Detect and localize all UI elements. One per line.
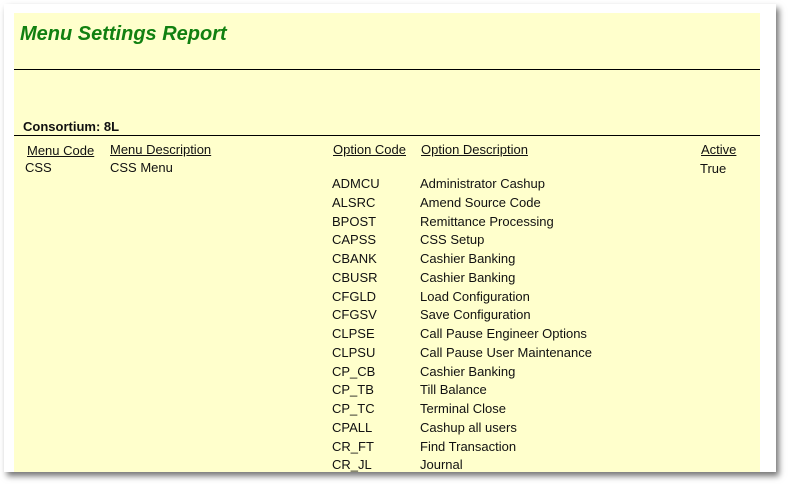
menu-code: CSS	[25, 160, 52, 175]
option-code: CBUSR	[332, 269, 378, 285]
option-description: Terminal Close	[420, 401, 506, 416]
header-menu-code: Menu Code	[27, 143, 95, 158]
option-code: ADMCU	[332, 176, 380, 191]
divider	[14, 135, 760, 136]
option-code: CR_FT	[332, 438, 374, 454]
consortium-label: Consortium: 8L	[23, 119, 120, 134]
header-active: Active	[701, 142, 737, 157]
option-code: CPALL	[332, 419, 373, 435]
option-code: CP_TB	[332, 382, 374, 398]
option-description: Administrator Cashup	[420, 176, 545, 191]
option-description: Save Configuration	[420, 307, 531, 323]
option-code: CFGLD	[332, 288, 377, 304]
option-code: BPOST	[332, 213, 377, 229]
option-code: CAPSS	[332, 232, 377, 248]
option-description: Call Pause Engineer Options	[420, 326, 587, 341]
option-code: CR_JL	[332, 457, 372, 472]
option-code: CLPSE	[332, 326, 375, 341]
divider	[14, 69, 760, 70]
header-option-code: Option Code	[333, 142, 406, 157]
option-description: Remittance Processing	[420, 213, 554, 229]
report-page: Menu Settings Report Consortium: 8L Menu…	[14, 13, 760, 472]
header-menu-description: Menu Description	[110, 142, 212, 157]
option-description: Call Pause User Maintenance	[420, 344, 592, 360]
option-description: Find Transaction	[420, 438, 517, 454]
option-code: CP_TC	[332, 401, 375, 416]
report-window: Menu Settings Report Consortium: 8L Menu…	[4, 4, 776, 472]
page-title: Menu Settings Report	[20, 23, 227, 45]
option-description: Till Balance	[420, 382, 487, 398]
option-code: CFGSV	[332, 307, 377, 323]
option-description: Cashier Banking	[420, 251, 516, 266]
option-code: ALSRC	[332, 194, 376, 210]
option-code: CP_CB	[332, 363, 376, 379]
option-description: Journal	[420, 457, 463, 472]
option-description: CSS Setup	[420, 232, 485, 248]
menu-description: CSS Menu	[110, 160, 173, 175]
menu-active: True	[700, 161, 727, 176]
option-code: CLPSU	[332, 344, 376, 360]
option-description: Cashier Banking	[420, 363, 516, 379]
header-option-description: Option Description	[421, 142, 528, 157]
option-description: Load Configuration	[420, 288, 530, 304]
option-description: Amend Source Code	[420, 194, 541, 210]
option-description: Cashup all users	[420, 419, 517, 435]
option-code: CBANK	[332, 251, 377, 266]
option-description: Cashier Banking	[420, 269, 516, 285]
